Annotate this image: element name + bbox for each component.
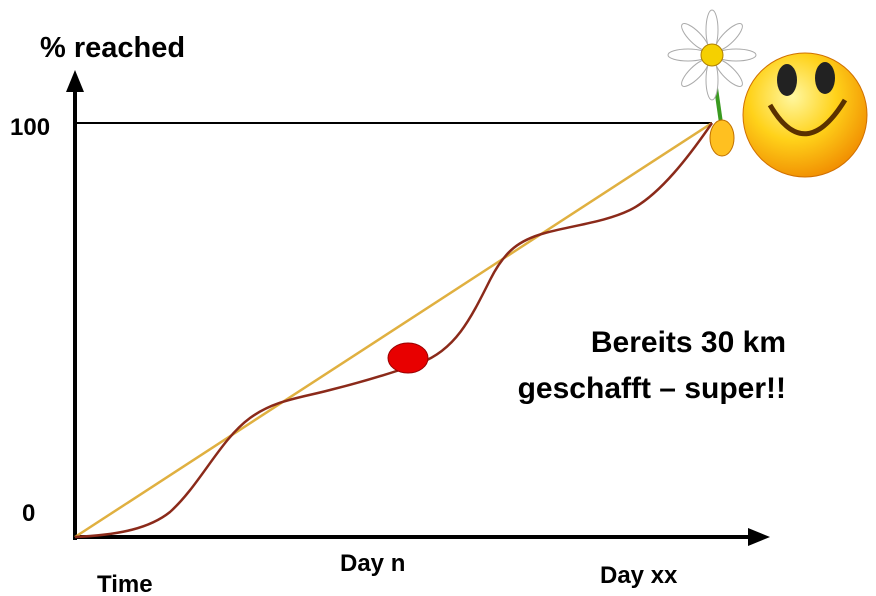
x-mark-label: Day n [340,550,405,577]
x-mark-label: Day xx [600,562,678,589]
current-position [388,343,428,373]
diagram: % reached 100 0 Time Day n Day xx Bereit… [0,0,876,596]
y-axis-label: % reached [40,32,185,64]
y-tick-label: 0 [22,500,35,527]
x-axis-label: Time [97,571,153,596]
annotation-line: geschafft – super!! [518,372,786,405]
x-axis-arrow [748,528,770,546]
smiley [668,10,867,177]
y-tick-label: 100 [10,114,50,141]
y-axis-arrow [66,70,84,92]
annotation-line: Bereits 30 km [591,326,786,359]
